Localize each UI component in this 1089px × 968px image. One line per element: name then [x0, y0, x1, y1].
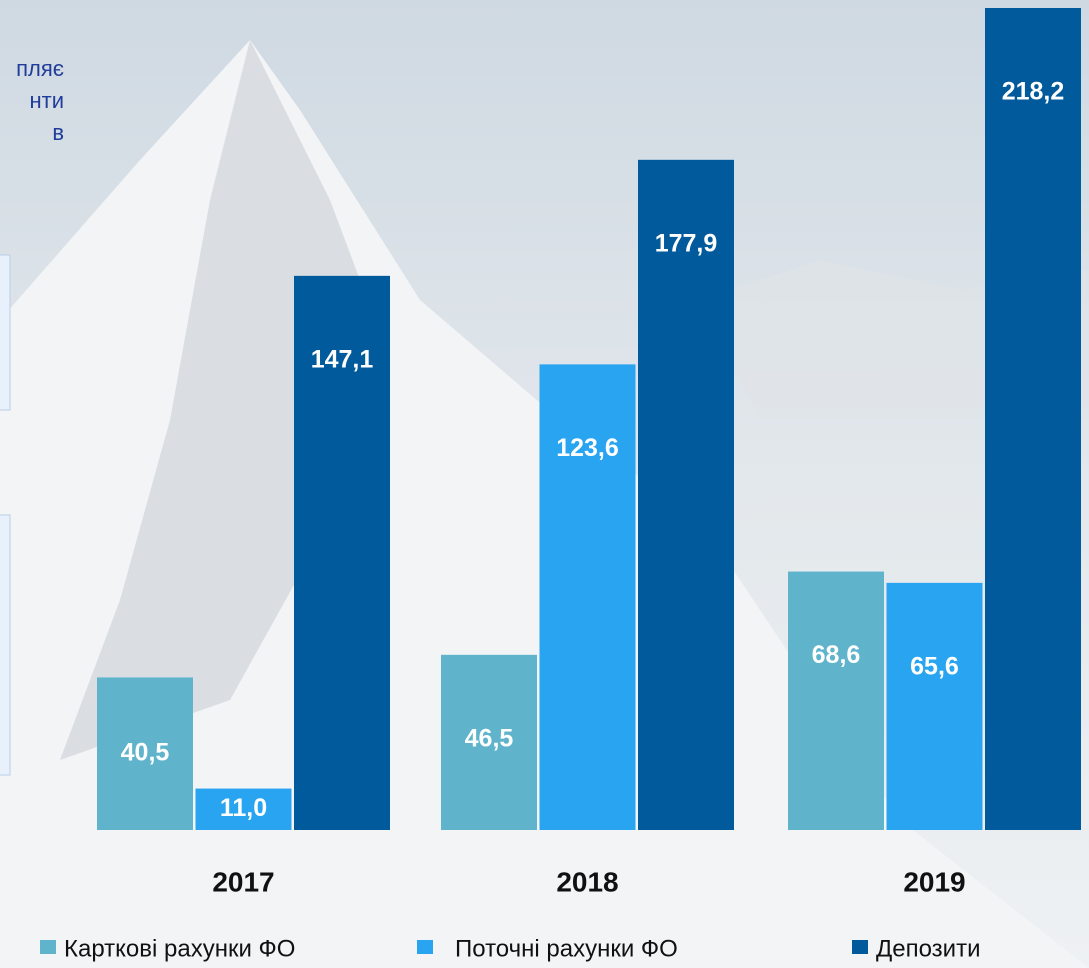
- side-text-line: в: [52, 120, 64, 145]
- value-label: 46,5: [465, 724, 514, 752]
- legend-label: Поточні рахунки ФО: [455, 935, 678, 962]
- side-text-line: пляє: [16, 56, 64, 81]
- x-tick-label: 2019: [903, 866, 965, 897]
- legend-swatch: [40, 940, 56, 954]
- x-tick-label: 2018: [556, 866, 618, 897]
- legend-label: Депозити: [876, 935, 980, 962]
- legend-swatch: [417, 940, 433, 954]
- slide: пляє нти в 40,5 11,0 147,1 2017 46,5 123,6 177,9…: [0, 0, 1089, 968]
- bar: [985, 8, 1081, 830]
- legend-label: Карткові рахунки ФО: [64, 935, 295, 962]
- value-label: 65,6: [910, 652, 959, 680]
- value-label: 147,1: [311, 345, 374, 373]
- bar: [788, 572, 884, 830]
- value-label: 123,6: [556, 434, 619, 462]
- bar: [887, 583, 983, 830]
- value-label: 68,6: [812, 641, 861, 669]
- value-label: 218,2: [1002, 78, 1065, 106]
- side-box: [0, 255, 10, 410]
- value-label: 11,0: [220, 794, 267, 822]
- legend-swatch: [852, 940, 868, 954]
- x-tick-label: 2017: [212, 866, 274, 897]
- value-label: 177,9: [655, 229, 718, 257]
- value-label: 40,5: [121, 738, 170, 766]
- side-text-line: нти: [29, 88, 64, 113]
- bar: [638, 160, 734, 830]
- side-box: [0, 515, 10, 775]
